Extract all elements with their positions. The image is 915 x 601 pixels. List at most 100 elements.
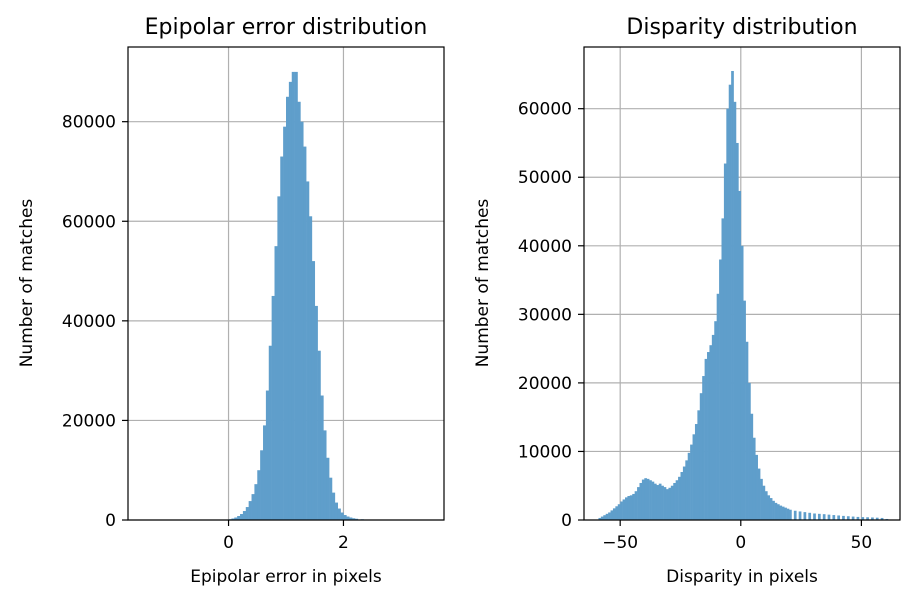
histogram-bar [634, 491, 638, 520]
histogram-bar [740, 245, 744, 520]
histogram-bar [697, 410, 701, 520]
histogram-bar [240, 514, 244, 520]
histogram-bar [786, 508, 790, 520]
histogram-bar [808, 512, 812, 520]
histogram-bar [789, 509, 792, 520]
histogram-bar [762, 485, 766, 520]
histogram-bar [661, 485, 664, 520]
histogram-bar [666, 489, 669, 520]
y-tick-label: 40000 [62, 312, 116, 332]
x-tick-label: 50 [851, 533, 873, 553]
histogram-bar [776, 504, 780, 520]
x-tick-label: 0 [735, 533, 746, 553]
histogram-bar [856, 516, 860, 520]
histogram-bar [748, 382, 751, 520]
histogram-bar [721, 218, 725, 520]
histogram-bar [743, 300, 746, 520]
y-tick-label: 80000 [62, 113, 116, 133]
histogram-bar [343, 515, 347, 520]
histogram-bars-right [598, 70, 889, 521]
histogram-bar [639, 482, 643, 520]
histogram-bar [334, 502, 339, 520]
histogram-bar [711, 334, 715, 520]
histogram-bar [735, 142, 739, 520]
histogram-bar [612, 508, 616, 520]
histogram-bar [673, 482, 676, 520]
histogram-bar [837, 515, 840, 520]
histogram-bar [644, 478, 648, 520]
y-tick-label: 60000 [518, 100, 572, 120]
histogram-bar [603, 515, 607, 520]
histogram-bar [699, 393, 703, 520]
histogram-bar [781, 506, 785, 520]
histogram-bar [263, 425, 267, 520]
histogram-bars-left [225, 71, 387, 521]
histogram-bar [875, 517, 879, 520]
histogram-bar [866, 517, 869, 520]
histogram-bar [349, 517, 353, 520]
histogram-bar [231, 518, 235, 520]
histogram-bar [265, 390, 270, 520]
plot-frame-left [127, 46, 445, 521]
ticks-right: −50 0 50 0 10000 20000 30000 40000 50000 60000 [518, 100, 872, 553]
histogram-bar [314, 305, 318, 520]
histogram-bar [615, 506, 619, 520]
histogram-bar [280, 156, 284, 520]
histogram-bar [690, 444, 693, 520]
histogram-bar [354, 518, 359, 520]
histogram-bar [254, 484, 258, 520]
histogram-bar [329, 477, 333, 520]
histogram-bar [707, 352, 710, 520]
histogram-bar [861, 517, 865, 520]
histogram-bar [774, 502, 778, 520]
histogram-bar [670, 485, 674, 520]
x-axis-label-right: Disparity in pixels [666, 567, 818, 587]
histogram-bar [248, 501, 252, 520]
histogram-bar [617, 504, 621, 520]
histogram-bar [827, 514, 831, 520]
histogram-bar [704, 358, 708, 520]
y-tick-label: 0 [561, 511, 572, 531]
histogram-bar [320, 395, 324, 520]
y-tick-label: 0 [105, 511, 116, 531]
histogram-bar [277, 196, 281, 521]
histogram-bar [649, 480, 652, 520]
histogram-bar [245, 507, 249, 520]
histogram-bar [668, 487, 672, 520]
histogram-bar [641, 479, 645, 520]
histogram-bar [779, 505, 783, 520]
histogram-bar [346, 516, 350, 520]
histogram-bar [610, 510, 614, 520]
x-tick-label: 0 [223, 533, 234, 553]
histogram-bar [750, 413, 754, 520]
histogram-bar [760, 478, 763, 520]
histogram-bar [813, 513, 816, 520]
chart-epipolar-error: Epipolar error distribution 0 2 0 20000 4000… [17, 15, 445, 587]
histogram-bar [694, 424, 698, 520]
chart-title-right: Disparity distribution [626, 15, 857, 40]
histogram-bar [702, 376, 705, 520]
histogram-bar [271, 295, 275, 520]
histogram-bar [311, 261, 316, 520]
histogram-bar [709, 345, 713, 520]
histogram-bar [726, 108, 730, 521]
histogram-bar [237, 516, 241, 520]
histogram-bar [793, 510, 797, 520]
histogram-bar [605, 513, 609, 520]
histogram-bar [625, 497, 628, 520]
histogram-bar [620, 501, 623, 520]
histogram-bar [675, 480, 679, 520]
histogram-bar [306, 181, 310, 520]
histogram-bar [352, 518, 356, 520]
histogram-bar [871, 517, 874, 520]
histogram-bar [251, 494, 255, 520]
histogram-bar [757, 468, 761, 520]
histogram-bar [680, 472, 684, 520]
histogram-bar [323, 430, 327, 520]
histogram-bar [326, 457, 330, 520]
histogram-bar [308, 216, 313, 520]
histogram-bar [658, 483, 662, 520]
histogram-bar [755, 454, 758, 520]
histogram-bar [692, 434, 696, 520]
